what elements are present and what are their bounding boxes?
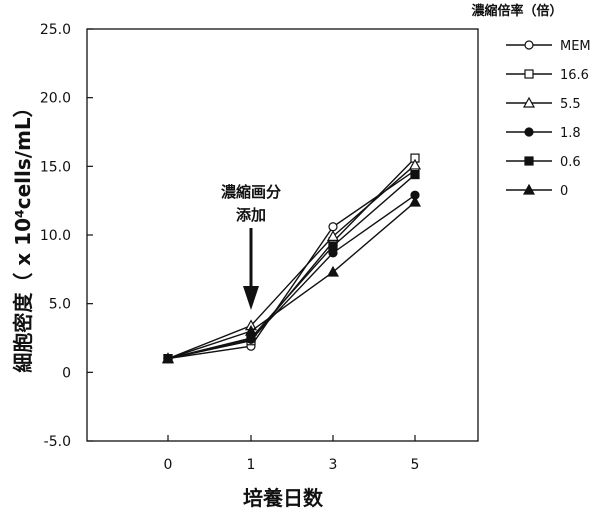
legend-item: 16.6 bbox=[506, 68, 589, 83]
data-point bbox=[161, 352, 175, 364]
series-line bbox=[167, 169, 416, 360]
legend-label: 5.5 bbox=[560, 97, 581, 112]
y-tick-label: 0 bbox=[62, 365, 71, 381]
series-line bbox=[167, 201, 416, 360]
legend: 濃縮倍率（倍） MEM 16.6 5.5 1.8 0.6 0 bbox=[471, 3, 590, 199]
data-point bbox=[244, 324, 258, 336]
legend-item: 5.5 bbox=[506, 96, 581, 112]
y-tick-label: 20.0 bbox=[40, 91, 71, 107]
legend-label: 0.6 bbox=[560, 155, 581, 170]
x-axis-title: 培養日数 bbox=[243, 486, 324, 510]
data-point bbox=[410, 169, 420, 180]
legend-item: 0.6 bbox=[506, 155, 581, 170]
y-tick-label: 10.0 bbox=[40, 228, 71, 244]
y-tick-label: 5.0 bbox=[49, 297, 71, 313]
plot-frame bbox=[86, 28, 479, 442]
legend-marker bbox=[524, 69, 534, 79]
y-tick-label: 15.0 bbox=[40, 159, 71, 175]
series-2 bbox=[161, 158, 422, 364]
x-tick-label: 0 bbox=[164, 457, 173, 473]
data-point bbox=[326, 230, 340, 241]
series-0 bbox=[163, 165, 420, 364]
series-line bbox=[167, 164, 416, 360]
legend-marker bbox=[524, 40, 534, 50]
legend-marker bbox=[524, 127, 534, 137]
annotation-text: 濃縮画分 bbox=[221, 183, 281, 201]
legend-title: 濃縮倍率（倍） bbox=[471, 3, 562, 19]
y-tick-label: -5.0 bbox=[44, 434, 71, 450]
series-5 bbox=[161, 195, 422, 364]
y-axis-title: 細胞密度（ x 10⁴cells/mL） bbox=[11, 97, 35, 372]
legend-marker bbox=[524, 156, 534, 166]
legend-item: MEM bbox=[506, 39, 591, 54]
legend-item: 0 bbox=[506, 183, 568, 199]
legend-marker bbox=[522, 96, 536, 108]
axes: -5.0 0 5.0 10.0 15.0 20.0 25.0 0 1 3 5 培養日数 細胞密度（ x … bbox=[11, 22, 479, 510]
legend-label: 1.8 bbox=[560, 126, 581, 141]
legend-label: MEM bbox=[560, 39, 591, 54]
legend-label: 0 bbox=[560, 184, 568, 199]
annotation-text: 添加 bbox=[236, 206, 266, 224]
series-line bbox=[167, 157, 416, 360]
series-line bbox=[167, 174, 416, 360]
series-4 bbox=[163, 169, 420, 364]
series-layer bbox=[161, 153, 422, 364]
y-tick-label: 25.0 bbox=[40, 22, 71, 38]
data-point bbox=[408, 158, 422, 170]
data-point bbox=[328, 241, 338, 251]
legend-item: 1.8 bbox=[506, 126, 581, 141]
series-3 bbox=[163, 190, 420, 364]
series-1 bbox=[163, 153, 420, 364]
legend-marker bbox=[522, 183, 536, 195]
series-line bbox=[167, 194, 416, 360]
x-tick-label: 5 bbox=[411, 457, 420, 473]
data-point bbox=[408, 195, 422, 207]
x-tick-label: 1 bbox=[247, 457, 256, 473]
annotation-arrow-head bbox=[243, 286, 259, 310]
legend-label: 16.6 bbox=[560, 68, 589, 83]
x-tick-label: 3 bbox=[329, 457, 338, 473]
data-point bbox=[328, 222, 338, 232]
data-point bbox=[326, 265, 340, 277]
